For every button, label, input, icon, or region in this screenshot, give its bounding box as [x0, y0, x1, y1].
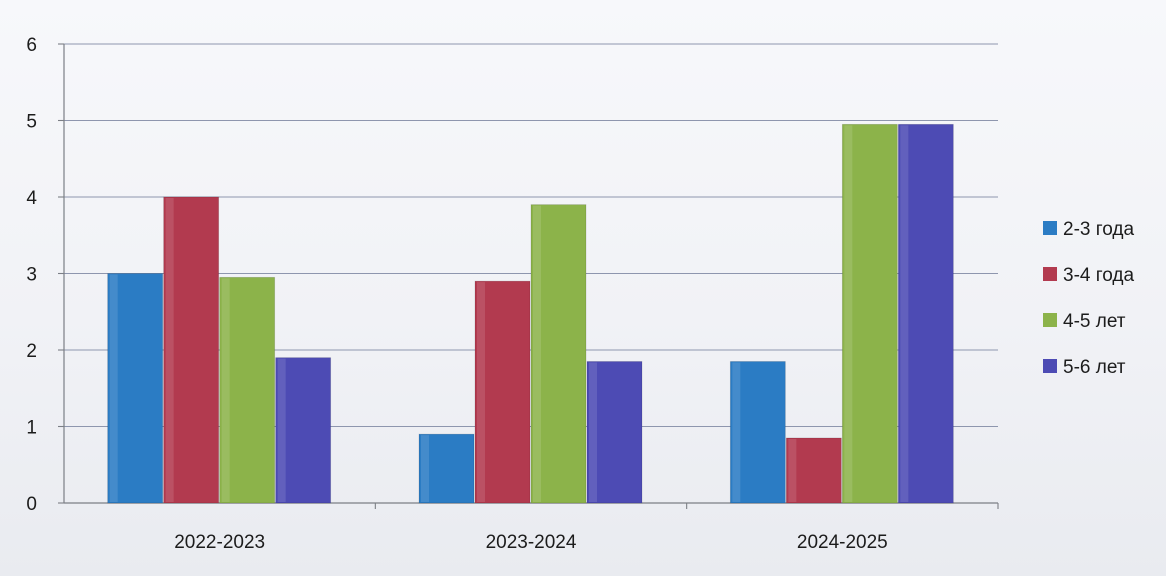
bar-highlight — [477, 282, 485, 502]
bar-highlight — [277, 358, 286, 502]
y-tick-label: 6 — [26, 35, 37, 56]
bar-highlight — [788, 438, 797, 502]
y-tick-label: 3 — [26, 265, 37, 286]
legend-swatch — [1043, 221, 1057, 235]
bar — [163, 196, 220, 504]
bar — [897, 123, 954, 504]
legend-label: 2-3 года — [1063, 219, 1134, 240]
bar-highlight — [533, 205, 541, 502]
x-tick-label: 2024-2025 — [797, 532, 888, 553]
bar — [474, 280, 531, 504]
x-axis-ticks: 2022-2023 2023-2024 2024-2025 — [174, 503, 999, 553]
y-tick-label: 5 — [26, 112, 37, 133]
bar — [275, 357, 332, 504]
legend-label: 5-6 лет — [1063, 357, 1126, 378]
bar-highlight — [844, 125, 853, 502]
bar — [785, 437, 842, 504]
bar — [841, 123, 898, 504]
y-axis-ticks: 0 1 2 3 4 5 6 — [26, 35, 64, 515]
y-tick-label: 1 — [26, 418, 37, 439]
bar — [586, 361, 643, 504]
legend-label: 4-5 лет — [1063, 311, 1126, 332]
legend-swatch — [1043, 359, 1057, 373]
bar — [530, 204, 587, 504]
x-tick-label: 2022-2023 — [174, 532, 265, 553]
bar-highlight — [900, 125, 909, 502]
y-tick-label: 2 — [26, 341, 37, 362]
legend-swatch — [1043, 267, 1057, 281]
bars — [107, 123, 954, 504]
y-tick-label: 4 — [26, 188, 37, 209]
y-tick-label: 0 — [26, 494, 37, 515]
bar-highlight — [589, 362, 597, 502]
bar-highlight — [221, 278, 230, 502]
bar — [418, 433, 475, 504]
legend: 2-3 года 3-4 года 4-5 лет 5-6 лет — [1043, 219, 1134, 378]
bar-highlight — [165, 198, 174, 502]
x-tick-label: 2023-2024 — [486, 532, 577, 553]
bar-highlight — [421, 435, 429, 502]
bar — [107, 273, 164, 504]
legend-label: 3-4 года — [1063, 265, 1134, 286]
bar-highlight — [109, 274, 118, 502]
bar-highlight — [732, 362, 741, 502]
bar — [729, 361, 786, 504]
legend-swatch — [1043, 313, 1057, 327]
bar — [219, 276, 276, 504]
